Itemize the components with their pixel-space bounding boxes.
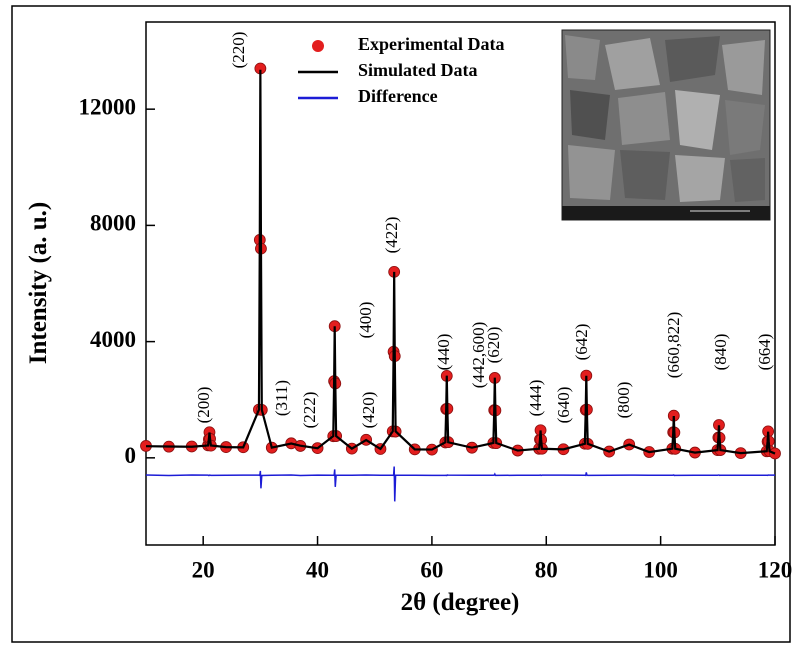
x-tick-label: 120 [758, 557, 793, 582]
x-tick-label: 60 [420, 557, 443, 582]
legend-label: Experimental Data [358, 34, 504, 54]
y-tick-label: 12000 [79, 94, 137, 119]
peak-label: (444) [526, 380, 545, 417]
peak-label: (640) [554, 387, 573, 424]
peak-label: (200) [194, 387, 213, 424]
x-tick-label: 100 [643, 557, 678, 582]
legend-label: Difference [358, 86, 438, 106]
series-line [146, 467, 775, 502]
y-tick-label: 0 [125, 443, 137, 468]
inset-sem-image [562, 30, 770, 220]
x-tick-label: 40 [306, 557, 329, 582]
peak-label: (222) [300, 392, 319, 429]
peak-label: (440) [434, 334, 453, 371]
peak-label: (840) [711, 334, 730, 371]
peak-label: (800) [614, 382, 633, 419]
peak-label: (642) [572, 324, 591, 361]
y-tick-label: 4000 [90, 327, 136, 352]
legend-swatch [312, 40, 324, 52]
x-tick-label: 80 [535, 557, 558, 582]
legend-label: Simulated Data [358, 60, 478, 80]
y-axis-label: Intensity (a. u.) [25, 202, 52, 365]
peak-label: (311) [272, 380, 291, 416]
peak-label: (420) [359, 392, 378, 429]
peak-label: (664) [755, 334, 774, 371]
x-axis-label: 2θ (degree) [401, 589, 520, 616]
chart: 2θ (degree) Intensity (a. u.) 20 40 60 80 10… [0, 0, 800, 648]
peak-label: (400) [356, 302, 375, 339]
peak-label: (660,822) [664, 312, 683, 379]
peak-label: (220) [229, 32, 248, 69]
peak-label: (422) [382, 217, 401, 254]
y-tick-label: 8000 [90, 211, 136, 236]
x-tick-label: 20 [192, 557, 215, 582]
peak-label: (620) [484, 327, 503, 364]
